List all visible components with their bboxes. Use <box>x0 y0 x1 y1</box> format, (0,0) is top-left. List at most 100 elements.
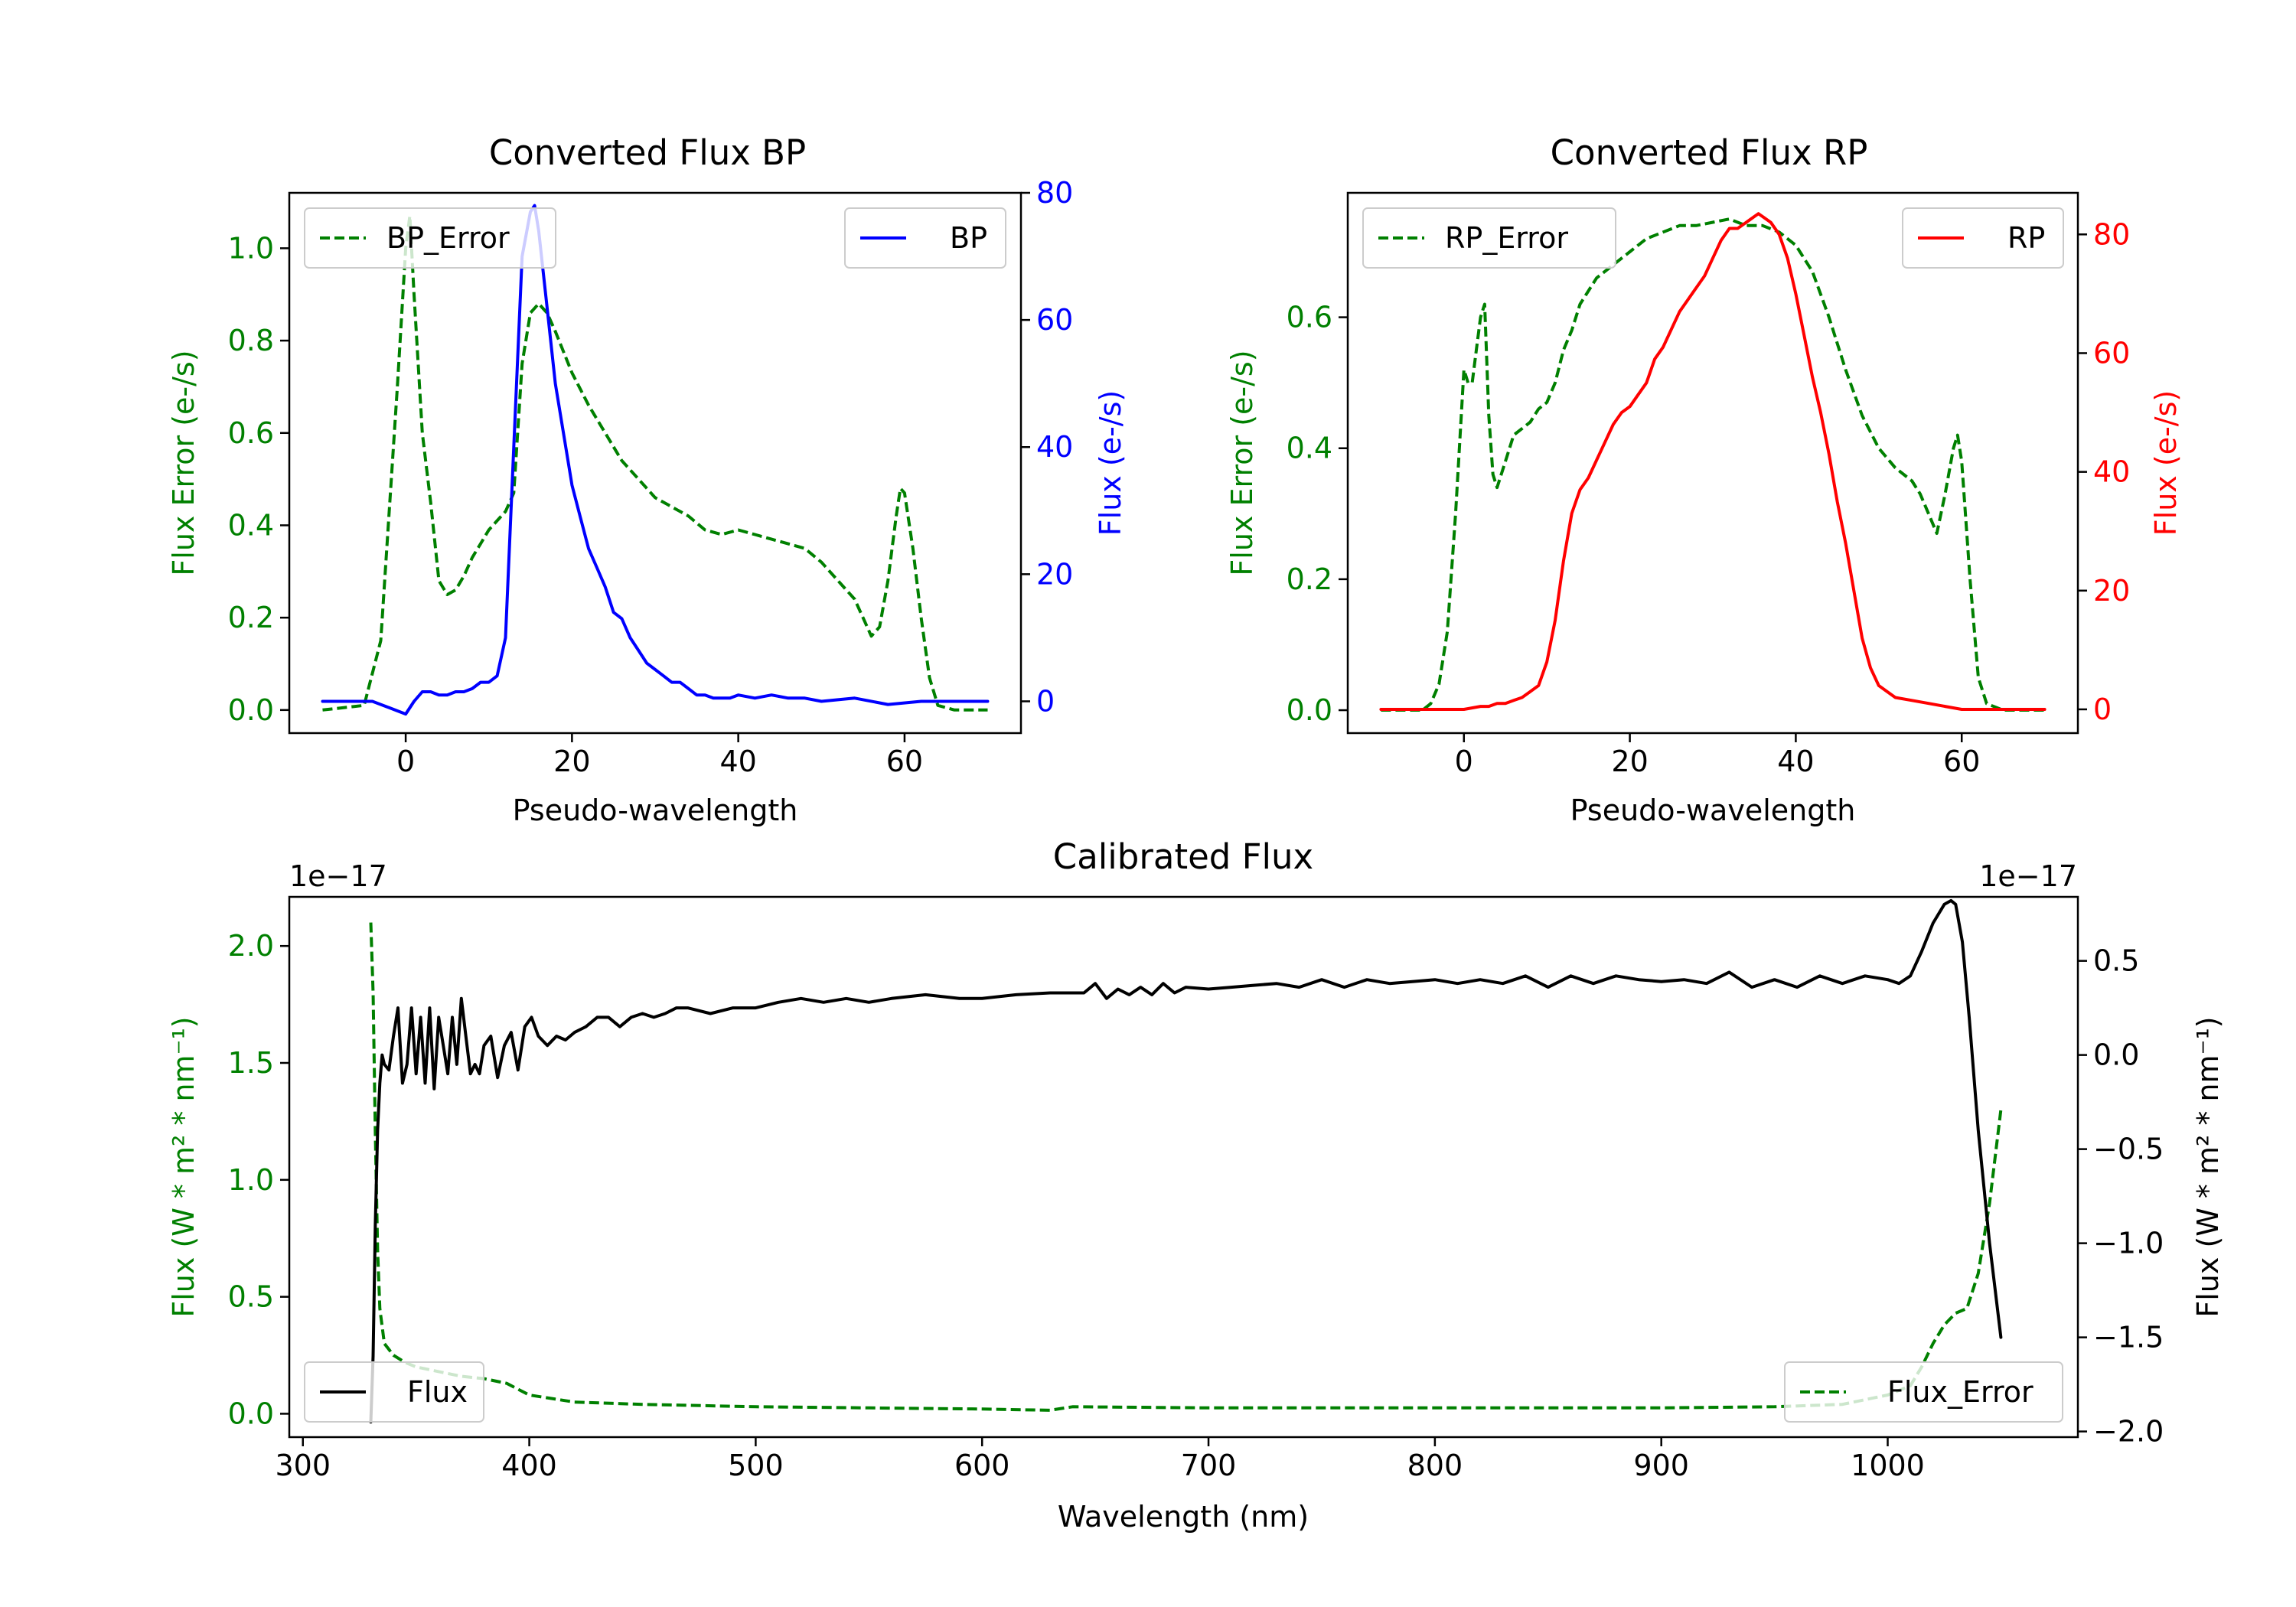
y-tick-label-left: 0.4 <box>1287 432 1332 465</box>
y-axis-label-right: Flux (e-/s) <box>2149 390 2183 536</box>
y-tick-label-right: 40 <box>2093 455 2130 489</box>
chart-title: Calibrated Flux <box>1053 836 1313 877</box>
y-tick-label-left: 1.5 <box>228 1046 274 1080</box>
y-tick-label-right: 20 <box>1036 557 1073 591</box>
legend-label: BP <box>950 221 987 255</box>
axes-frame <box>1346 191 2079 735</box>
chart-bp: Converted Flux BP 0 20 40 60 0.0 0.2 0.4 0.6 0.8… <box>167 132 1127 827</box>
y-tick-label-right: −2.0 <box>2093 1415 2164 1449</box>
y-tick-label-left: 0.5 <box>228 1280 274 1314</box>
axes-ticks: 0 20 40 60 0.0 0.2 0.4 0.6 0 20 40 60 80 <box>1287 217 2131 778</box>
x-tick-label: 900 <box>1633 1449 1689 1482</box>
y-tick-label-right: −0.5 <box>2093 1133 2164 1166</box>
y-tick-label-left: 0.0 <box>228 1397 274 1430</box>
y-tick-label-left: 2.0 <box>228 929 274 963</box>
x-tick-label: 300 <box>275 1449 331 1482</box>
x-tick-label: 1000 <box>1851 1449 1925 1482</box>
bp-flux-series <box>321 204 990 716</box>
legend-box <box>844 207 1006 269</box>
x-tick-label: 400 <box>501 1449 557 1482</box>
chart-rp: Converted Flux RP 0 20 40 60 0.0 0.2 0.4 0.6 0 20… <box>1225 132 2183 827</box>
y-tick-label-left: 0.8 <box>228 324 274 357</box>
y-axis-label-right: Flux (e-/s) <box>1094 390 1127 536</box>
y-tick-label-left: 1.0 <box>228 1163 274 1197</box>
y-tick-label-right: 20 <box>2093 574 2130 608</box>
bp-error-series <box>322 214 988 712</box>
axes-frame <box>288 191 1022 735</box>
x-tick-label: 60 <box>886 745 923 778</box>
y-tick-label-right: 60 <box>2093 336 2130 370</box>
axes-ticks: 300 400 500 600 700 800 900 1000 0.0 0.5 1.0 1.5 2.0… <box>228 929 2164 1482</box>
legend-label: RP_Error <box>1445 221 1568 255</box>
chart-calibrated: Calibrated Flux 1e−17 1e−17 300 400 500 600… <box>167 836 2225 1534</box>
x-tick-label: 20 <box>553 745 590 778</box>
y-tick-label-right: 0 <box>2093 693 2112 726</box>
y-tick-label-right: −1.0 <box>2093 1227 2164 1260</box>
rp-error-series <box>1381 217 2045 712</box>
y-tick-label-right: 0 <box>1036 684 1055 718</box>
y-tick-label-left: 0.2 <box>228 601 274 634</box>
flux-error-line <box>369 922 2003 1412</box>
bp-error-line <box>322 214 988 712</box>
rp-error-line <box>1381 217 2045 712</box>
y-axis-label-left: Flux (W * m² * nm⁻¹) <box>167 1016 201 1317</box>
legend-right: Flux_Error <box>1784 1361 2063 1423</box>
y-tick-label-right: 80 <box>1036 176 1073 210</box>
axes-frame <box>288 895 2079 1439</box>
legend-left: RP_Error <box>1362 207 1616 269</box>
legend-box <box>1784 1361 2063 1423</box>
legend-label: Flux_Error <box>1887 1375 2033 1409</box>
x-tick-label: 500 <box>728 1449 784 1482</box>
y-tick-label-right: 60 <box>1036 303 1073 337</box>
calibrated-error-series <box>369 922 2003 1412</box>
x-tick-label: 40 <box>719 745 756 778</box>
chart-title: Converted Flux RP <box>1551 132 1868 173</box>
legend-box <box>1902 207 2064 269</box>
x-tick-label: 600 <box>954 1449 1010 1482</box>
legend-label: Flux <box>407 1375 468 1409</box>
legend-label: BP_Error <box>386 221 510 255</box>
y-tick-label-left: 0.0 <box>1287 693 1332 727</box>
x-axis-label: Pseudo-wavelength <box>1570 794 1856 827</box>
y-tick-label-left: 0.4 <box>228 508 274 542</box>
y-tick-label-right: 0.0 <box>2093 1038 2139 1072</box>
legend-right: RP <box>1902 207 2064 269</box>
offset-label-left: 1e−17 <box>289 859 387 893</box>
flux-line <box>369 898 2003 1424</box>
y-tick-label-left: 0.6 <box>228 416 274 450</box>
rp-line <box>1379 212 2047 711</box>
y-tick-label-right: 40 <box>1036 430 1073 464</box>
y-tick-label-left: 0.0 <box>228 693 274 727</box>
legend-box <box>1362 207 1616 269</box>
y-tick-label-right: 0.5 <box>2093 944 2139 978</box>
legend-box <box>304 1361 484 1423</box>
y-axis-label-right: Flux (W * m² * nm⁻¹) <box>2191 1016 2225 1317</box>
y-axis-label-left: Flux Error (e-/s) <box>1225 350 1259 575</box>
axes-ticks: 0 20 40 60 0.0 0.2 0.4 0.6 0.8 1.0 0 20 40 60 80 <box>228 176 1074 778</box>
y-axis-label-left: Flux Error (e-/s) <box>167 350 201 575</box>
legend-right: BP <box>844 207 1006 269</box>
y-tick-label-left: 1.0 <box>228 231 274 265</box>
calibrated-flux-series <box>369 898 2003 1424</box>
x-axis-label: Pseudo-wavelength <box>513 794 798 827</box>
legend-label: RP <box>2007 221 2045 255</box>
x-tick-label: 20 <box>1611 745 1648 778</box>
y-tick-label-left: 0.6 <box>1287 301 1332 334</box>
x-tick-label: 800 <box>1407 1449 1463 1482</box>
rp-flux-series <box>1379 212 2047 711</box>
x-axis-label: Wavelength (nm) <box>1058 1500 1309 1534</box>
x-tick-label: 40 <box>1777 745 1814 778</box>
x-tick-label: 700 <box>1181 1449 1237 1482</box>
y-tick-label-right: 80 <box>2093 217 2130 251</box>
x-tick-label: 60 <box>1943 745 1980 778</box>
legend-box <box>304 207 556 269</box>
legend-left: BP_Error <box>304 207 556 269</box>
x-tick-label: 0 <box>396 745 415 778</box>
offset-label-right: 1e−17 <box>1979 859 2077 893</box>
bp-line <box>321 204 990 716</box>
legend-left: Flux <box>304 1361 484 1423</box>
x-tick-label: 0 <box>1455 745 1473 778</box>
chart-title: Converted Flux BP <box>489 132 806 173</box>
y-tick-label-left: 0.2 <box>1287 562 1332 596</box>
